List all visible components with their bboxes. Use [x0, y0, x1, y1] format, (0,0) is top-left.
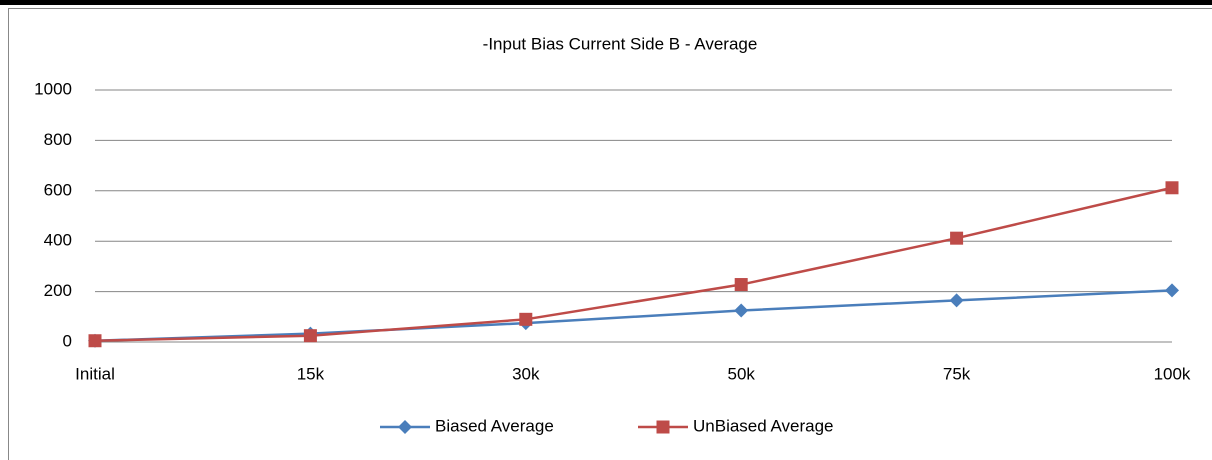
y-tick-label: 0: [63, 331, 72, 350]
legend-label: Biased Average: [435, 416, 554, 435]
data-point: [1165, 181, 1179, 195]
y-tick-label: 200: [44, 281, 72, 300]
x-tick-label: 15k: [297, 364, 325, 383]
y-tick-label: 600: [44, 180, 72, 199]
x-tick-label: 30k: [512, 364, 540, 383]
data-point: [950, 231, 964, 245]
data-point: [88, 334, 102, 348]
data-point: [734, 303, 749, 318]
legend-label: UnBiased Average: [693, 416, 834, 435]
data-point: [949, 293, 964, 308]
data-point: [734, 278, 748, 292]
chart-frame: [8, 8, 1212, 460]
legend-marker: [398, 420, 412, 434]
data-point: [1165, 283, 1179, 298]
x-tick-label: 75k: [943, 364, 971, 383]
y-tick-label: 400: [44, 231, 72, 250]
top-rule: [0, 0, 1212, 5]
x-tick-label: Initial: [75, 364, 115, 383]
chart-title: -Input Bias Current Side B - Average: [483, 34, 758, 53]
x-tick-label: 50k: [727, 364, 755, 383]
data-point: [519, 312, 533, 326]
y-tick-label: 1000: [34, 79, 72, 98]
legend-marker: [656, 420, 670, 434]
data-point: [303, 329, 317, 343]
x-tick-label: 100k: [1154, 364, 1191, 383]
y-tick-label: 800: [44, 130, 72, 149]
series-line: [94, 186, 1173, 342]
series-line: [94, 289, 1173, 342]
